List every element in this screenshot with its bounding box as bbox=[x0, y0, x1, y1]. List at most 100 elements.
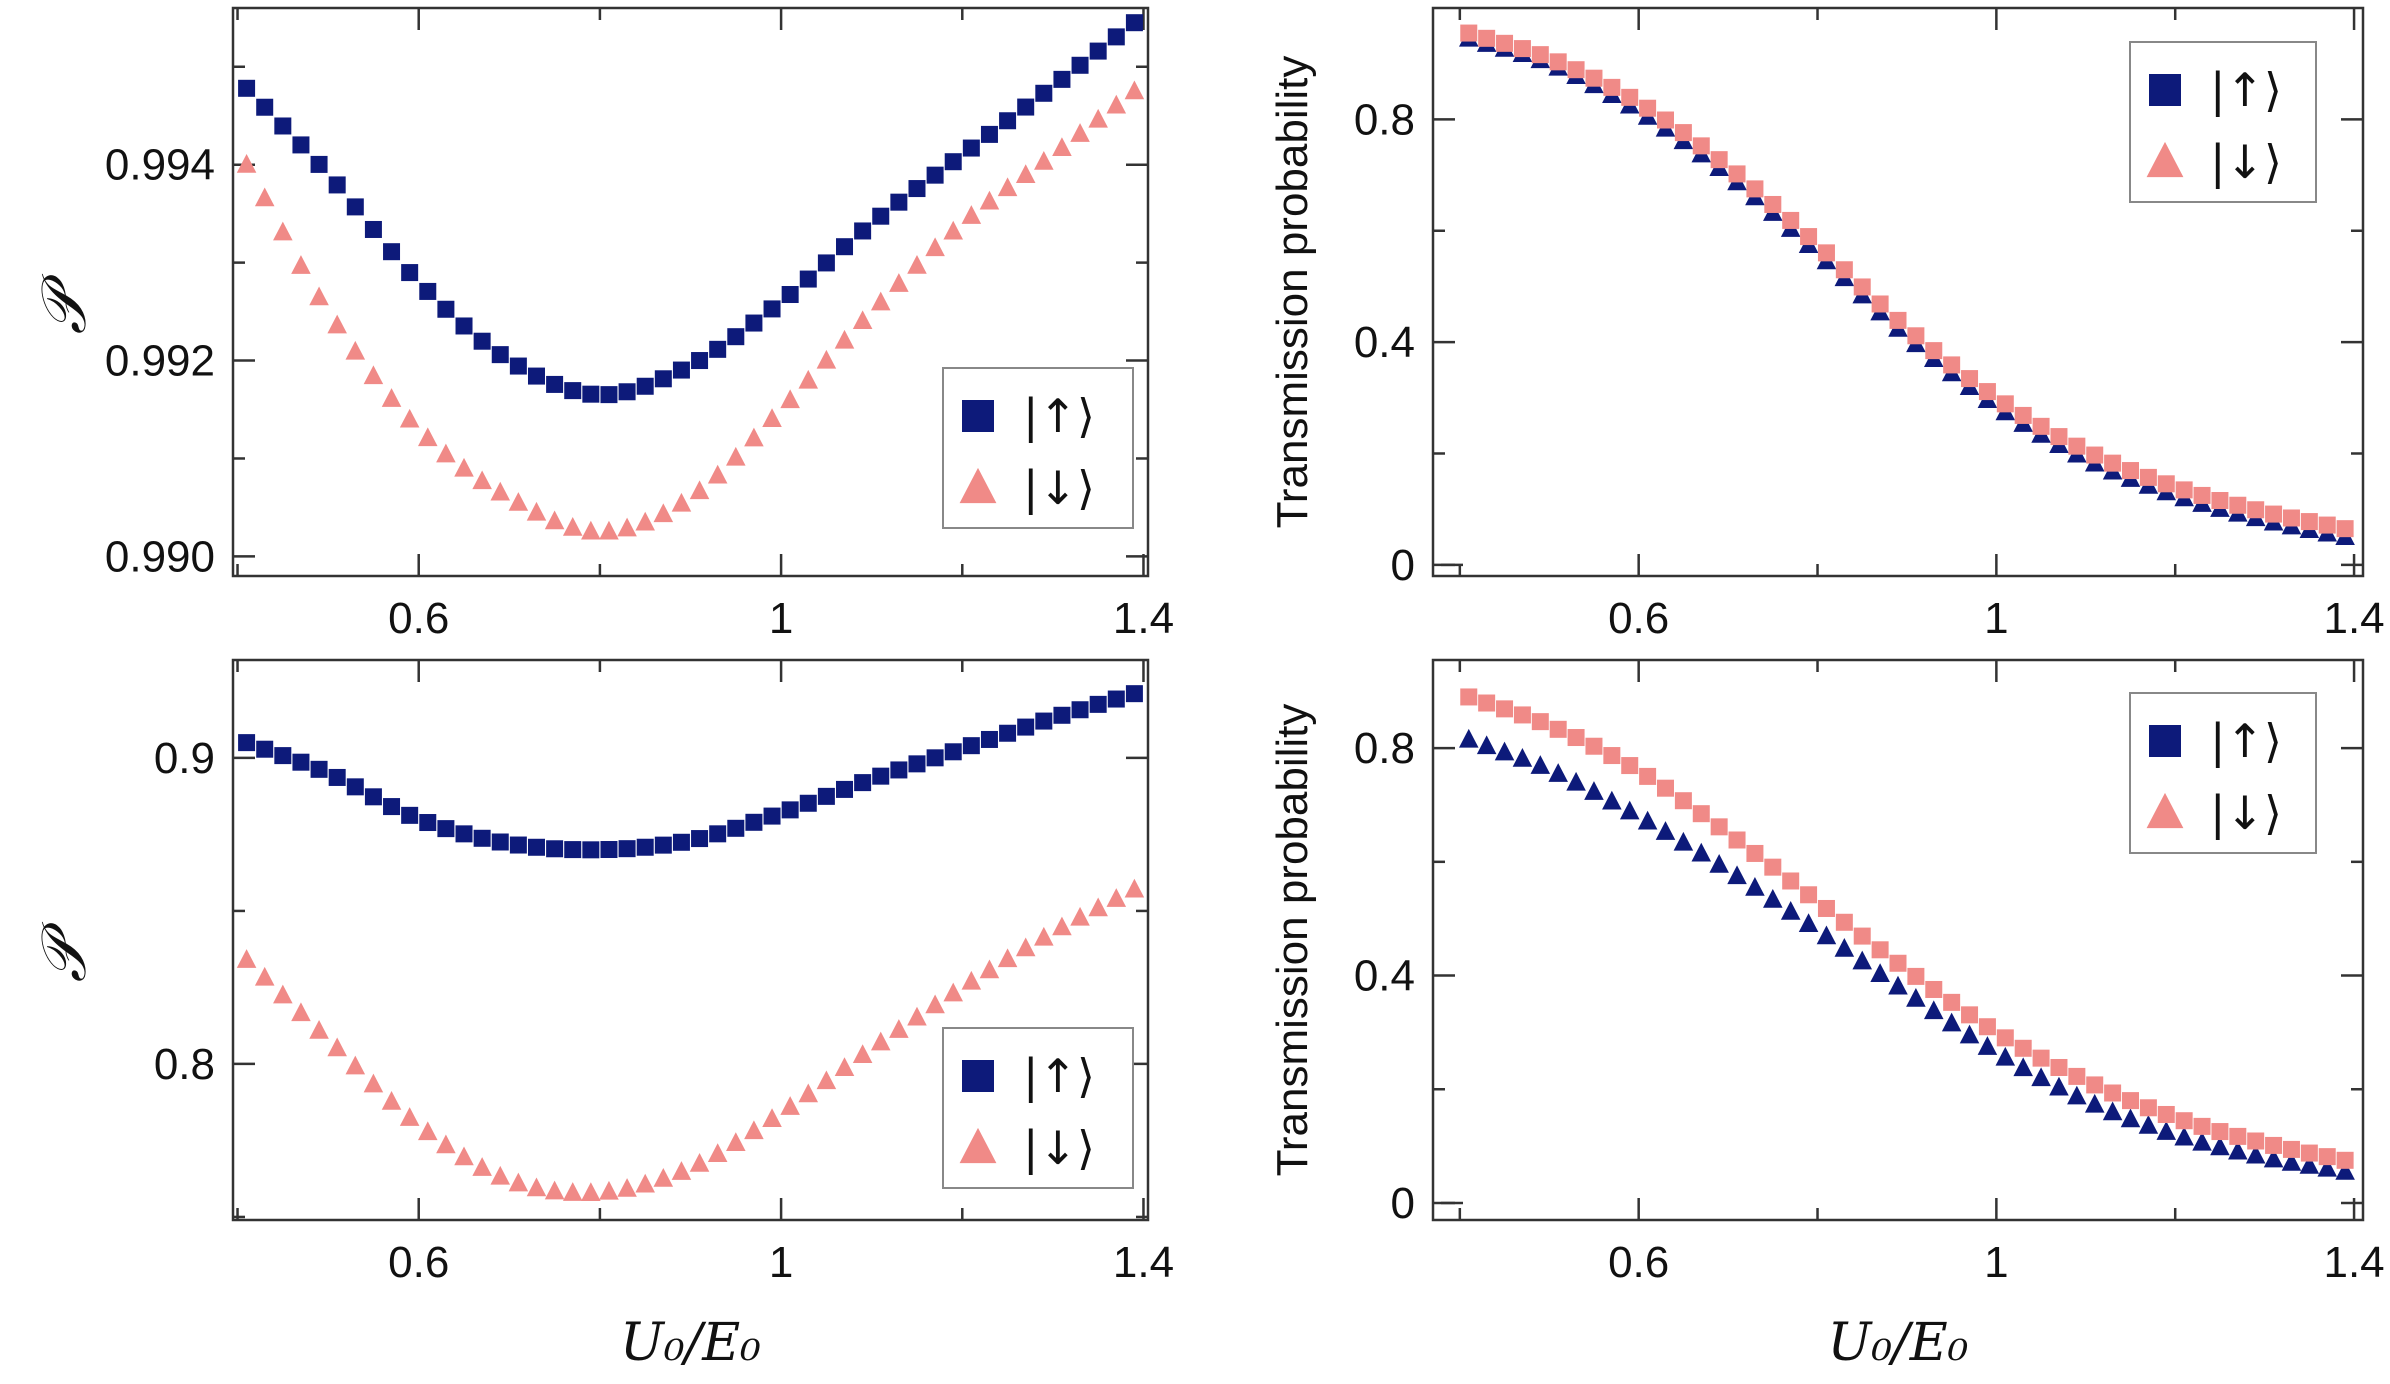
data-point bbox=[1835, 261, 1853, 279]
data-point bbox=[1106, 94, 1127, 114]
data-point bbox=[691, 352, 709, 370]
data-point bbox=[274, 747, 292, 765]
data-point bbox=[1053, 70, 1071, 88]
data-point bbox=[399, 1107, 420, 1126]
series-1 bbox=[236, 878, 1145, 1201]
data-point bbox=[763, 807, 781, 825]
data-point bbox=[2014, 1039, 2032, 1057]
data-point bbox=[762, 1108, 782, 1127]
data-point bbox=[763, 300, 781, 318]
data-point bbox=[418, 1121, 438, 1141]
data-point bbox=[2265, 505, 2283, 523]
data-point bbox=[2014, 406, 2032, 424]
data-point bbox=[490, 1165, 511, 1185]
data-point bbox=[872, 207, 890, 225]
data-point bbox=[1816, 925, 1837, 945]
data-point bbox=[544, 510, 565, 530]
data-point bbox=[2247, 1132, 2265, 1150]
data-point bbox=[581, 1182, 601, 1201]
data-point bbox=[2032, 1049, 2050, 1067]
data-point bbox=[1996, 1029, 2014, 1047]
data-point bbox=[473, 332, 491, 350]
data-point bbox=[709, 340, 727, 358]
data-point bbox=[291, 1002, 311, 1022]
data-point bbox=[2104, 454, 2122, 472]
data-point bbox=[455, 825, 473, 843]
data-point bbox=[781, 801, 799, 819]
data-point bbox=[817, 254, 835, 272]
data-point bbox=[854, 222, 872, 240]
data-point bbox=[562, 1182, 583, 1201]
data-point bbox=[672, 833, 690, 851]
data-point bbox=[1621, 88, 1639, 106]
data-point bbox=[345, 340, 366, 360]
data-point bbox=[254, 966, 275, 986]
series-0 bbox=[238, 14, 1143, 404]
data-point bbox=[1834, 937, 1855, 957]
data-point bbox=[1674, 792, 1692, 810]
x-tick-label: 0.6 bbox=[1608, 594, 1669, 643]
plot-frame bbox=[1431, 6, 2365, 578]
data-point bbox=[2156, 1121, 2177, 1140]
data-point bbox=[1800, 228, 1818, 246]
data-point bbox=[799, 794, 817, 812]
data-point bbox=[2211, 1123, 2229, 1141]
data-point bbox=[834, 1057, 855, 1077]
x-tick-label: 0.6 bbox=[388, 594, 449, 643]
data-point bbox=[418, 427, 438, 447]
y-tick-label: 0.8 bbox=[1354, 95, 1415, 144]
data-point bbox=[599, 1180, 619, 1200]
data-point bbox=[1852, 950, 1873, 970]
data-point bbox=[635, 511, 655, 531]
data-point bbox=[1106, 888, 1127, 907]
x-tick-label: 0.6 bbox=[388, 1238, 449, 1287]
data-point bbox=[401, 264, 419, 282]
data-point bbox=[1727, 865, 1747, 885]
data-point bbox=[961, 970, 982, 990]
data-point bbox=[1853, 927, 1871, 945]
data-point bbox=[1088, 108, 1108, 128]
data-point bbox=[1746, 180, 1764, 198]
data-point bbox=[744, 427, 764, 447]
data-point bbox=[1549, 53, 1567, 71]
data-point bbox=[310, 155, 328, 173]
data-point bbox=[1925, 980, 1943, 998]
data-point bbox=[564, 841, 582, 859]
y-tick-label: 0.992 bbox=[105, 337, 215, 386]
data-point bbox=[617, 1178, 637, 1197]
data-point bbox=[2122, 1092, 2139, 1110]
data-point bbox=[1977, 1036, 1998, 1055]
data-point bbox=[546, 375, 564, 393]
data-point bbox=[1746, 844, 1764, 862]
data-point bbox=[364, 788, 382, 806]
legend-label: |↑⟩ bbox=[2210, 63, 2282, 118]
data-point bbox=[1458, 728, 1479, 748]
data-point bbox=[383, 243, 401, 261]
data-point bbox=[381, 1091, 402, 1110]
data-point bbox=[508, 1172, 529, 1192]
legend-label: |↑⟩ bbox=[1023, 389, 1095, 444]
data-point bbox=[816, 349, 837, 369]
data-point bbox=[2318, 516, 2336, 534]
data-point bbox=[473, 829, 491, 847]
data-point bbox=[2175, 1112, 2193, 1130]
data-point bbox=[2102, 1101, 2123, 1121]
data-point bbox=[889, 273, 909, 292]
data-point bbox=[454, 457, 474, 477]
data-point bbox=[1923, 1000, 1944, 1020]
data-point bbox=[1035, 84, 1053, 102]
data-point bbox=[236, 949, 257, 968]
data-point bbox=[2193, 486, 2211, 504]
data-point bbox=[419, 282, 437, 300]
data-point bbox=[1782, 211, 1800, 229]
data-point bbox=[836, 238, 854, 256]
data-point bbox=[2229, 1127, 2247, 1145]
data-point bbox=[292, 753, 310, 771]
data-point bbox=[1710, 151, 1728, 169]
data-point bbox=[2175, 481, 2193, 499]
data-point bbox=[726, 1132, 746, 1151]
data-point bbox=[1941, 1012, 1962, 1032]
data-point bbox=[346, 778, 364, 796]
data-point bbox=[1531, 46, 1549, 64]
legend-marker bbox=[2149, 74, 2181, 106]
